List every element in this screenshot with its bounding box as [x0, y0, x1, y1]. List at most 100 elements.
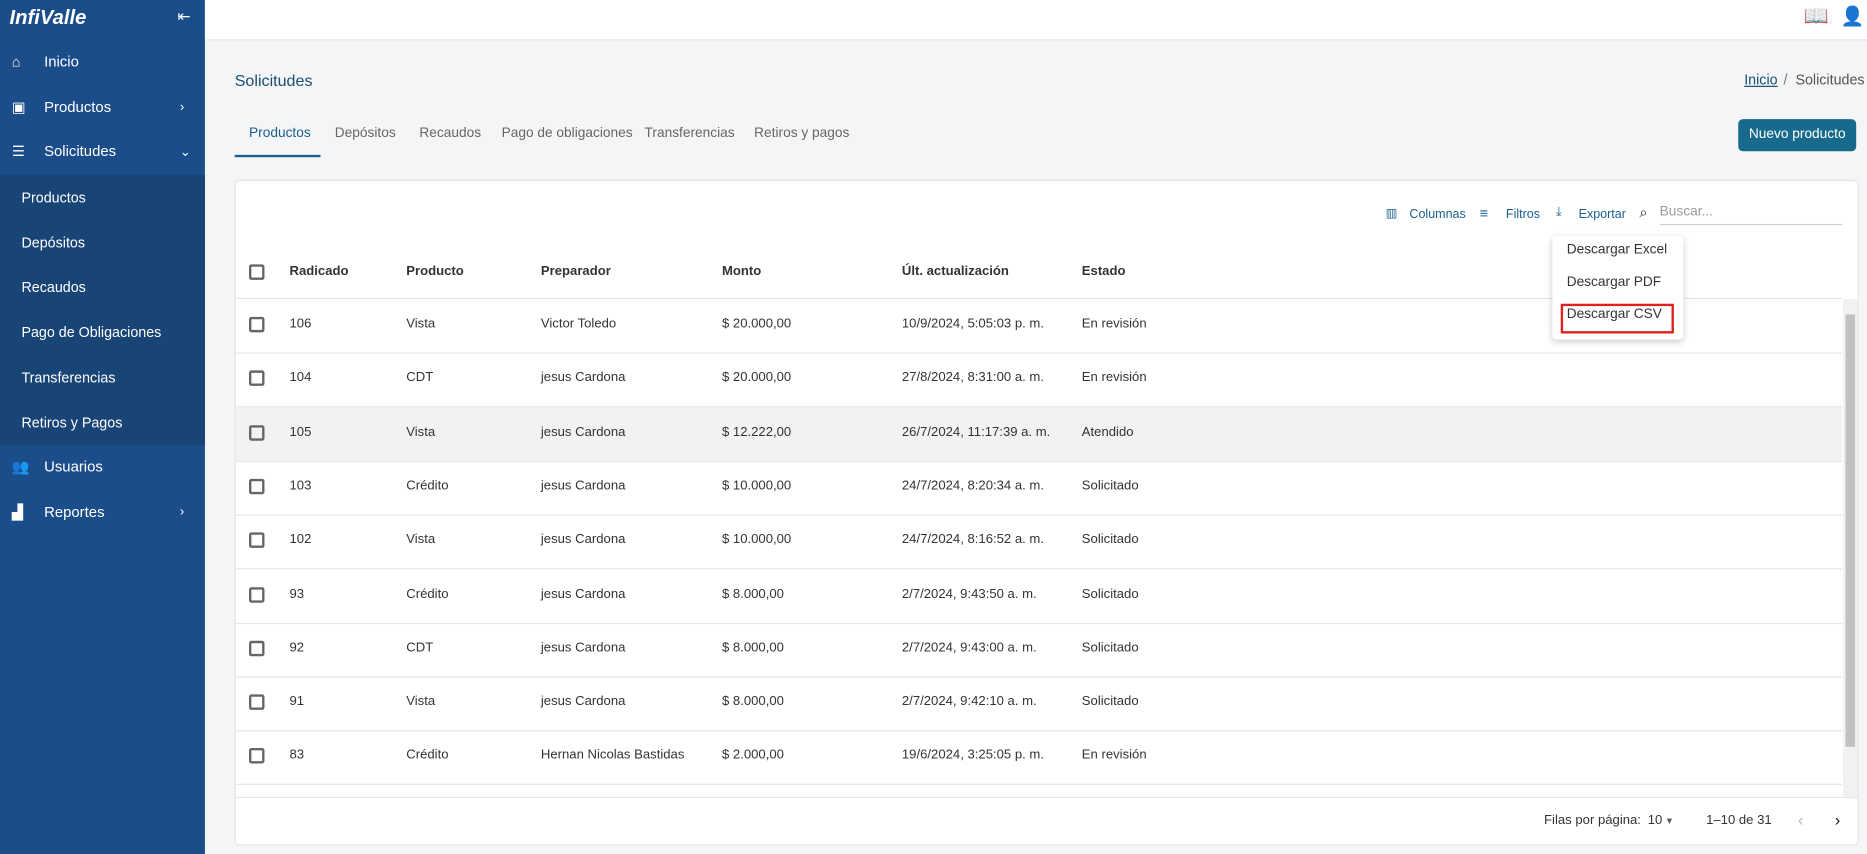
cell: 19/6/2024, 3:25:05 p. m. [901, 748, 1044, 763]
cell: Hernan Nicolas Bastidas [540, 748, 685, 763]
page-title: Solicitudes [234, 71, 313, 90]
menu-item[interactable]: Reportes [44, 503, 105, 521]
row-checkbox[interactable] [249, 532, 265, 549]
tab[interactable]: Retiros y pagos [754, 126, 850, 141]
cell: 102 [289, 532, 312, 547]
row-divider [235, 352, 1842, 354]
breadcrumb-link[interactable]: Inicio [1744, 71, 1778, 89]
submenu-item[interactable]: Retiros y Pagos [21, 413, 123, 431]
filters-label[interactable]: Filtros [1505, 207, 1540, 222]
highlight-box [1560, 303, 1674, 334]
scroll-thumb[interactable] [1845, 314, 1856, 747]
rows-per-page-select[interactable]: 10 [1647, 813, 1663, 828]
export-menu [1552, 235, 1684, 340]
new-product-button[interactable]: Nuevo producto [1738, 119, 1857, 152]
submenu-item[interactable]: Depósitos [21, 234, 86, 251]
column-header[interactable]: Estado [1081, 264, 1126, 279]
tab[interactable]: Pago de obligaciones [501, 126, 633, 141]
chevron: › [179, 99, 185, 114]
column-header[interactable]: Monto [721, 264, 762, 279]
export-option[interactable]: Descargar Excel [1566, 242, 1668, 258]
tab[interactable]: Productos [249, 126, 311, 141]
menu-icon: ☰ [11, 143, 25, 161]
row-checkbox[interactable] [249, 370, 265, 387]
row-divider [235, 784, 1842, 786]
menu-item[interactable]: Solicitudes [44, 143, 117, 161]
submenu-item[interactable]: Pago de Obligaciones [21, 324, 162, 341]
cell: 27/8/2024, 8:31:00 a. m. [901, 370, 1044, 386]
cell: 91 [289, 694, 305, 709]
submenu-item[interactable]: Productos [21, 189, 86, 207]
cell: Atendido [1081, 424, 1134, 440]
row-checkbox[interactable] [249, 748, 265, 764]
cell: jesus Cardona [540, 424, 626, 440]
cell: CDT [406, 370, 434, 386]
cell: Crédito [406, 586, 449, 601]
column-header[interactable]: Producto [406, 264, 464, 279]
menu-item[interactable]: Usuarios [44, 458, 103, 476]
cell: 2/7/2024, 9:43:00 a. m. [901, 640, 1037, 655]
cell: Vista [406, 694, 436, 709]
row-checkbox[interactable] [249, 586, 265, 603]
cell: jesus Cardona [540, 478, 626, 493]
cell: 2/7/2024, 9:42:10 a. m. [901, 694, 1037, 709]
export-icon: ⤓ [1555, 204, 1562, 220]
row-checkbox[interactable] [249, 316, 265, 333]
tab[interactable]: Recaudos [419, 126, 482, 141]
top-bar [204, 0, 1867, 41]
menu-item[interactable]: Inicio [44, 53, 79, 71]
cell: 92 [289, 640, 305, 655]
export-option[interactable]: Descargar CSV [1566, 307, 1662, 322]
cell: Solicitado [1081, 694, 1139, 709]
cell: 93 [289, 586, 305, 601]
header-checkbox[interactable] [249, 264, 265, 280]
cell: $ 12.222,00 [721, 424, 792, 440]
row-checkbox[interactable] [249, 478, 265, 495]
collapse-button[interactable]: ⇤ [177, 7, 191, 26]
cell: Solicitado [1081, 532, 1139, 547]
cell: jesus Cardona [540, 532, 626, 547]
row-divider [235, 460, 1842, 462]
prev-page[interactable]: ‹ [1797, 809, 1804, 830]
column-header[interactable]: Radicado [289, 264, 349, 279]
search-input[interactable]: Buscar... [1659, 205, 1842, 226]
row-divider [235, 514, 1842, 516]
logo: InfiValle [9, 5, 87, 29]
row-highlight [235, 406, 1842, 461]
submenu-item[interactable]: Recaudos [21, 279, 86, 296]
submenu-item[interactable]: Transferencias [21, 368, 116, 386]
tab[interactable]: Transferencias [644, 126, 735, 141]
tab[interactable]: Depósitos [334, 126, 396, 141]
row-divider [235, 568, 1842, 570]
columns-label[interactable]: Columnas [1409, 207, 1466, 222]
cell: Vista [406, 316, 436, 332]
cell: CDT [406, 640, 434, 655]
row-divider [235, 676, 1842, 678]
menu-icon: ▟ [11, 503, 23, 521]
user-icon[interactable]: 👤 [1840, 7, 1865, 28]
menu-icon: ▣ [11, 98, 26, 116]
menu-icon: ⌂ [11, 53, 21, 71]
chevron: ⌄ [179, 145, 191, 161]
cell: 26/7/2024, 11:17:39 a. m. [901, 424, 1051, 440]
row-checkbox[interactable] [249, 694, 265, 711]
columns-button[interactable]: ▥ [1385, 206, 1398, 221]
cell: Vista [406, 424, 436, 440]
docs-icon[interactable]: 📖 [1803, 4, 1830, 28]
column-header[interactable]: Últ. actualización [901, 264, 1009, 279]
column-header[interactable]: Preparador [540, 264, 611, 279]
export-label[interactable]: Exportar [1578, 207, 1626, 222]
cell: jesus Cardona [540, 640, 626, 655]
cell: Solicitado [1081, 586, 1139, 601]
row-checkbox[interactable] [249, 640, 265, 657]
menu-item[interactable]: Productos [44, 98, 112, 116]
cell: 83 [289, 748, 305, 763]
row-checkbox[interactable] [249, 424, 265, 441]
cell: $ 8.000,00 [721, 586, 784, 601]
cell: 103 [289, 478, 312, 493]
next-page[interactable]: › [1834, 809, 1841, 830]
cell: 106 [289, 316, 312, 332]
cell: 24/7/2024, 8:16:52 a. m. [901, 532, 1044, 547]
export-option[interactable]: Descargar PDF [1566, 275, 1662, 290]
